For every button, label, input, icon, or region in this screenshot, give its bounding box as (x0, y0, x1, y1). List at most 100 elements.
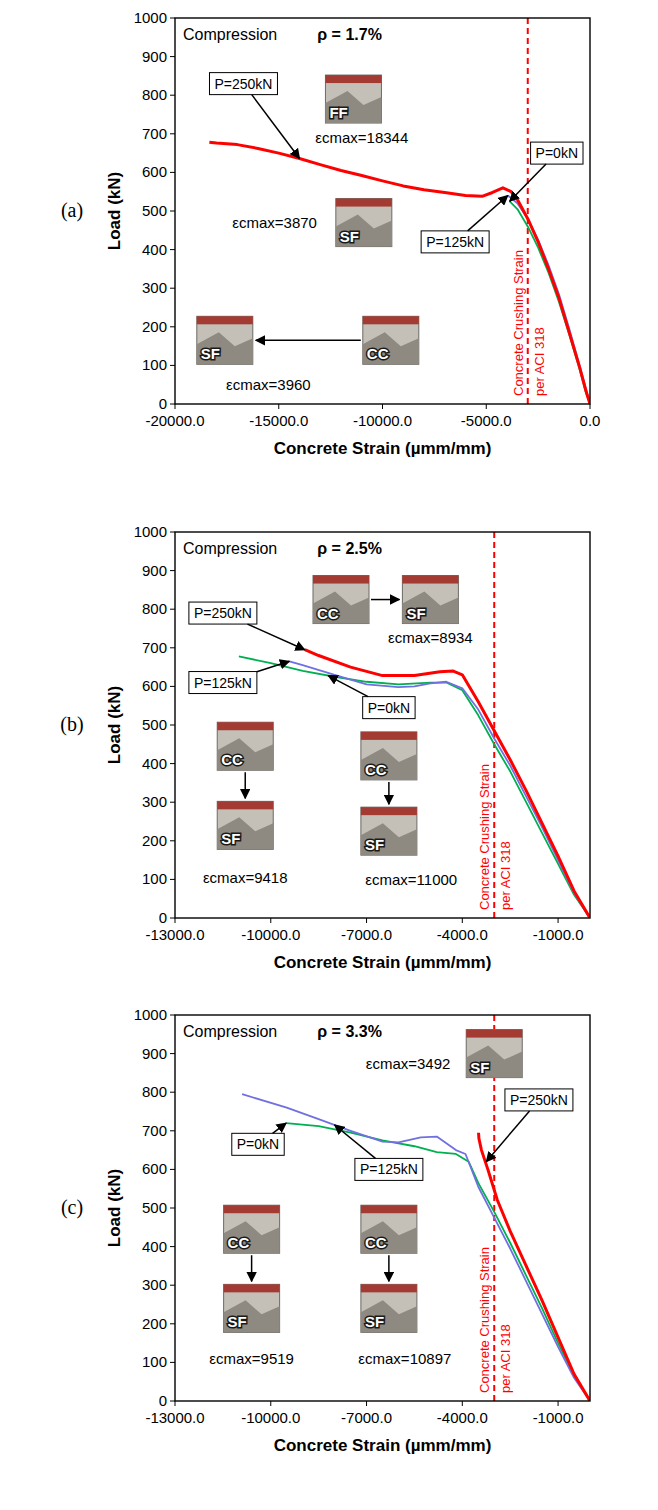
x-tick (382, 404, 383, 409)
y-tick-label: 0 (159, 395, 167, 412)
y-tick-label: 100 (142, 870, 167, 887)
y-tick-label: 1000 (134, 9, 167, 26)
x-tick-label: -13000.0 (145, 926, 204, 943)
plot-frame (175, 18, 590, 404)
y-tick-label: 100 (142, 356, 167, 373)
photo-arrow (388, 782, 390, 804)
y-tick (170, 647, 175, 648)
photo-texture (217, 722, 273, 730)
photo-texture (402, 576, 458, 584)
y-tick-label: 500 (142, 716, 167, 733)
y-tick-label: 400 (142, 755, 167, 772)
y-tick-label: 900 (142, 48, 167, 65)
x-axis-title: Concrete Strain (µmm/mm) (274, 953, 492, 972)
photo: SF (402, 576, 458, 624)
x-tick (558, 1401, 559, 1406)
y-tick (170, 802, 175, 803)
photo-label: CC (228, 1234, 250, 1251)
series-group (239, 650, 590, 918)
photo-frame (217, 801, 273, 849)
x-tick (462, 918, 463, 923)
annotation: εcmax=3492 (366, 1055, 451, 1072)
photo-frame (313, 576, 369, 624)
photo-label: SF (470, 1059, 489, 1076)
photo-texture (361, 1221, 417, 1253)
series-name-box (209, 73, 277, 95)
series-name-arrow (486, 1111, 529, 1162)
photo-label: SF (365, 836, 384, 853)
x-tick-label: 0.0 (580, 412, 601, 429)
x-tick (590, 404, 591, 409)
series-callout: P=0kN (328, 676, 415, 719)
panel-label: (c) (61, 1196, 83, 1219)
photo-arrow (251, 1255, 253, 1281)
y-tick (170, 211, 175, 212)
x-axis-title: Concrete Strain (µmm/mm) (274, 439, 492, 458)
series-line (508, 196, 590, 404)
y-tick (170, 918, 175, 919)
series-name-box (505, 1089, 573, 1111)
photo: CC (361, 732, 417, 780)
x-tick (486, 404, 487, 409)
annotation: εcmax=3960 (226, 376, 311, 393)
photo: CC (363, 316, 419, 364)
series-name-arrow (468, 196, 508, 231)
y-tick (170, 570, 175, 571)
y-tick (170, 840, 175, 841)
y-tick (170, 404, 175, 405)
y-tick-label: 800 (142, 600, 167, 617)
x-tick-label: -7000.0 (341, 926, 392, 943)
reference-line (493, 532, 495, 918)
series-line (209, 142, 590, 404)
y-tick-label: 600 (142, 677, 167, 694)
series-name-arrow (335, 1125, 376, 1158)
y-tick-label: 900 (142, 1045, 167, 1062)
reference-line-label: Concrete Crushing Strain (477, 1247, 492, 1393)
series-name: P=250kN (194, 605, 252, 621)
subtitle: ρ = 1.7% (317, 26, 382, 43)
series-callout: P=125kN (335, 1125, 423, 1180)
series-name: P=0kN (237, 1136, 279, 1152)
panel: 01002003004005006007008009001000-13000.0… (61, 1006, 590, 1455)
annotation: εcmax=10897 (358, 1350, 451, 1367)
photo-texture (217, 817, 273, 849)
reference-line-label: per ACI 318 (498, 1324, 513, 1393)
y-tick (170, 1285, 175, 1286)
photo-label: SF (201, 345, 220, 362)
series-name-arrow (257, 661, 289, 671)
x-tick-label: -15000.0 (249, 412, 308, 429)
photo-texture (361, 1300, 417, 1332)
y-tick (170, 763, 175, 764)
annotation: εcmax=9519 (209, 1350, 294, 1367)
reference-line (527, 18, 529, 404)
annotation: εcmax=9418 (203, 869, 288, 886)
photo-arrow (244, 772, 246, 798)
title: Compression (183, 26, 277, 43)
y-tick-label: 600 (142, 1160, 167, 1177)
y-tick-label: 700 (142, 639, 167, 656)
y-axis-title: Load (kN) (105, 172, 124, 250)
y-tick (170, 725, 175, 726)
y-tick-label: 800 (142, 1083, 167, 1100)
photo: SF (361, 807, 417, 855)
series-name-arrow (273, 1123, 287, 1133)
y-tick (170, 288, 175, 289)
y-tick-label: 700 (142, 125, 167, 142)
y-tick (170, 1130, 175, 1131)
series-name-box (232, 1133, 284, 1155)
photo: SF (466, 1030, 522, 1078)
panel-label: (b) (60, 713, 83, 736)
y-tick-label: 300 (142, 1276, 167, 1293)
photo-arrow (388, 1255, 390, 1281)
title: Compression (183, 1023, 277, 1040)
series-name-box (531, 142, 583, 164)
photo-texture (361, 1205, 417, 1213)
photo-texture (197, 332, 253, 364)
y-tick (170, 1208, 175, 1209)
y-tick (170, 1362, 175, 1363)
series-callout: P=250kN (486, 1089, 573, 1162)
x-tick-label: -7000.0 (341, 1409, 392, 1426)
photo-frame (466, 1030, 522, 1078)
photo-texture (325, 91, 381, 123)
y-tick-label: 300 (142, 279, 167, 296)
